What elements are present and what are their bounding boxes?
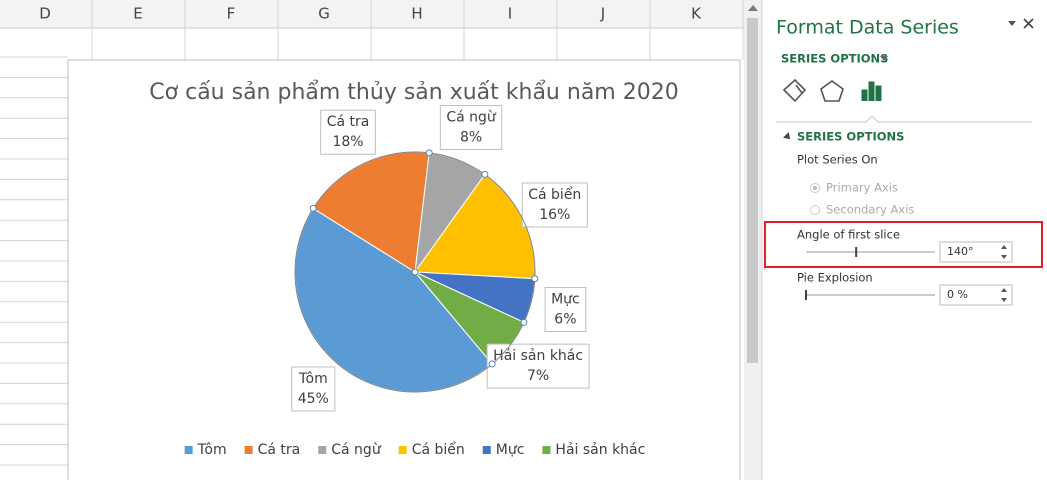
data-label: Cá tra 18% (320, 109, 376, 155)
legend-label: Tôm (197, 442, 227, 458)
selection-handle (488, 360, 496, 368)
label-category: Cá ngừ (446, 109, 497, 125)
label-value: 45% (298, 391, 329, 407)
label-value: 16% (539, 207, 570, 223)
radio-label[interactable]: Secondary Axis (826, 203, 914, 217)
label-value: 6% (554, 311, 576, 327)
options-arrow[interactable] (880, 56, 888, 61)
column-header: D (39, 5, 51, 23)
legend-label: Cá ngừ (331, 442, 382, 458)
field-label: Plot Series On (797, 153, 878, 167)
format-pane (762, 0, 1047, 480)
column-header: J (600, 5, 605, 23)
selection-handle (520, 318, 528, 326)
slider-thumb (855, 247, 858, 257)
label-category: Cá biển (528, 186, 581, 203)
label-box (486, 343, 590, 389)
pane-menu[interactable] (1008, 21, 1016, 26)
pie-outline (294, 151, 536, 393)
legend-swatch (184, 446, 193, 454)
series-options-icon[interactable] (861, 81, 882, 101)
radio-label[interactable]: Primary Axis (826, 181, 898, 195)
pane-title: Format Data Series (776, 17, 959, 39)
legend-label: Cá tra (258, 442, 301, 458)
column-header: K (691, 5, 702, 23)
label-category: Tôm (298, 371, 328, 387)
column-header: I (508, 5, 512, 23)
highlight-box (764, 221, 1043, 268)
label-box (291, 366, 336, 412)
legend-item: Mực (482, 442, 525, 458)
data-label: Tôm 45% (291, 366, 336, 412)
spin-box[interactable] (939, 241, 1013, 263)
label-value: 18% (332, 134, 363, 150)
column-header: E (133, 5, 142, 23)
fill-line-icon[interactable] (782, 78, 807, 103)
label-category: Mực (551, 291, 580, 307)
selection-handle (425, 149, 433, 157)
legend-label: Hải sản khác (555, 442, 645, 458)
radio-dot (813, 186, 817, 190)
column-header: F (227, 5, 236, 23)
label-box (320, 109, 376, 155)
column-header: H (411, 5, 422, 23)
legend-label: Cá biển (412, 441, 465, 458)
legend-label: Mực (496, 442, 525, 458)
effects-icon[interactable] (820, 80, 844, 102)
spin-arrows[interactable] (1001, 288, 1007, 302)
data-label: Cá biển 16% (521, 182, 588, 228)
column-header-bar (0, 0, 744, 28)
legend-swatch (398, 446, 407, 454)
legend-swatch (244, 446, 253, 454)
data-label: Hải sản khác 7% (486, 343, 590, 389)
legend-item: Hải sản khác (542, 442, 645, 458)
chart-title: Cơ cấu sản phẩm thủy sản xuất khẩu năm 2… (149, 80, 678, 105)
spin-value[interactable]: 140° (947, 245, 974, 258)
section-heading[interactable]: SERIES OPTIONS (797, 130, 904, 144)
legend-item: Tôm (184, 442, 227, 458)
scroll-up[interactable] (748, 5, 758, 11)
options-menu[interactable]: SERIES OPTIONS (781, 52, 888, 66)
label-value: 8% (460, 129, 482, 145)
legend-item: Cá tra (244, 442, 301, 458)
field-label: Pie Explosion (797, 271, 873, 285)
label-category: Cá tra (327, 114, 370, 130)
data-label: Mực 6% (544, 286, 587, 332)
label-box (439, 104, 503, 150)
selection-handle (531, 275, 539, 283)
pane-separator (776, 115, 1032, 123)
slider-thumb (805, 290, 807, 300)
legend-swatch (482, 446, 491, 454)
label-box (544, 286, 587, 332)
section-toggle[interactable] (783, 132, 793, 142)
radio[interactable] (810, 205, 820, 215)
column-header: G (318, 5, 330, 23)
selection-handle (481, 170, 489, 178)
scroll-thumb[interactable] (747, 18, 758, 363)
pane-close[interactable] (1023, 18, 1034, 29)
legend-item: Cá ngừ (318, 442, 382, 458)
spin-value[interactable]: 0 % (947, 288, 968, 301)
data-label: Cá ngừ 8% (439, 104, 503, 150)
selection-handle (411, 268, 419, 276)
legend-item: Cá biển (398, 441, 465, 458)
label-box (521, 182, 588, 228)
legend-swatch (318, 446, 327, 454)
selection-handle (309, 204, 317, 212)
spin-arrows[interactable] (1001, 245, 1007, 259)
spin-box[interactable] (939, 284, 1013, 306)
label-value: 7% (527, 368, 549, 384)
label-category: Hải sản khác (493, 348, 583, 364)
legend-swatch (542, 446, 551, 454)
field-label: Angle of first slice (797, 228, 900, 242)
